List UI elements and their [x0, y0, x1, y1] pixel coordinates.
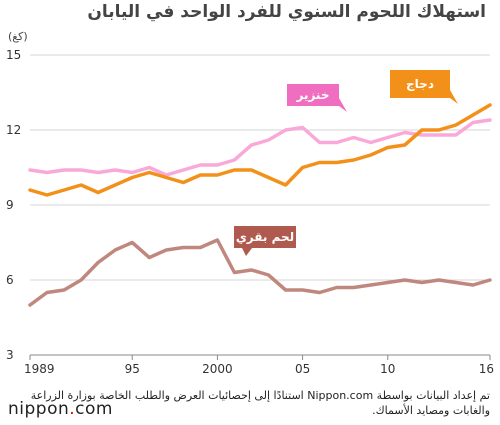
- series-label-box-0: [287, 84, 339, 106]
- source-note: تم إعداد البيانات بواسطة Nippon.com استن…: [30, 389, 490, 417]
- series-label-pointer-0: [339, 98, 347, 112]
- y-tick-label-3: 3: [6, 348, 14, 362]
- y-axis-unit: (كغ): [8, 30, 28, 43]
- y-tick-label-12: 12: [6, 123, 21, 137]
- logo-text-left: nippon: [8, 399, 70, 419]
- line-chart: 3 6 9 12 15 1989 95 2000 05 10 16 خنزير دجاج لحم بقري: [6, 48, 494, 376]
- series-line-0: [28, 118, 492, 177]
- nippon-logo: nippon.com: [8, 399, 113, 419]
- y-tick-label-15: 15: [6, 48, 21, 62]
- series-line-1: [28, 103, 492, 197]
- x-tick-label-1989: 1989: [24, 362, 55, 376]
- x-tick-label-16: 16: [479, 362, 494, 376]
- x-tick-label-95: 95: [125, 362, 140, 376]
- series-label-text-2: لحم بقري: [236, 230, 294, 244]
- y-tick-label-9: 9: [6, 198, 14, 212]
- series-label-pointer-1: [450, 90, 458, 104]
- series-label-box-2: [234, 226, 296, 248]
- chart-title: استهلاك اللحوم السنوي للفرد الواحد في ال…: [87, 2, 486, 22]
- series-label-box-1: [390, 70, 450, 98]
- logo-text-right: com: [75, 399, 113, 419]
- x-tick-label-10: 10: [380, 362, 395, 376]
- series-label-text-1: دجاج: [406, 77, 434, 91]
- x-tick-label-2000: 2000: [202, 362, 233, 376]
- logo-dot: .: [69, 399, 76, 419]
- series-label-pointer-2: [242, 248, 252, 256]
- y-tick-label-6: 6: [6, 273, 14, 287]
- series-line-2: [28, 238, 492, 307]
- series-label-text-0: خنزير: [296, 88, 330, 102]
- x-tick-label-05: 05: [295, 362, 310, 376]
